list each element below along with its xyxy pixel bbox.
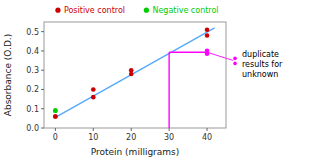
y-tick-label: 0.0 bbox=[26, 124, 39, 133]
y-tick-label: 0.4 bbox=[26, 47, 39, 56]
legend-label: Positive control bbox=[64, 6, 125, 15]
y-tick bbox=[41, 50, 44, 51]
x-tick-label: 40 bbox=[202, 133, 212, 142]
annotation-dot bbox=[233, 62, 237, 66]
annotation-dot bbox=[233, 57, 237, 61]
x-tick bbox=[93, 128, 94, 131]
line bbox=[55, 28, 214, 118]
point bbox=[205, 33, 210, 38]
legend-swatch bbox=[144, 8, 149, 13]
point bbox=[53, 108, 58, 113]
point bbox=[53, 114, 58, 119]
y-tick bbox=[41, 108, 44, 109]
y-tick-label: 0.2 bbox=[26, 85, 39, 94]
point bbox=[53, 114, 58, 119]
plot-frame bbox=[44, 22, 226, 128]
legend-label: Negative control bbox=[152, 6, 218, 15]
plot-marks bbox=[53, 27, 215, 128]
x-tick bbox=[55, 128, 56, 131]
legend-entry: Positive control bbox=[55, 6, 125, 15]
x-tick-label: 20 bbox=[126, 133, 136, 142]
y-tick bbox=[41, 128, 44, 129]
y-tick-label: 0.5 bbox=[26, 28, 39, 37]
y-tick-label: 0.1 bbox=[26, 105, 39, 114]
point bbox=[91, 95, 96, 100]
annotation-connector bbox=[207, 52, 233, 60]
x-axis-label: Protein (milligrams) bbox=[91, 147, 180, 157]
line bbox=[169, 52, 207, 53]
legend-entry: Negative control bbox=[144, 6, 219, 15]
y-axis-label: Absorbance (O.D.) bbox=[3, 34, 13, 116]
y-tick bbox=[41, 70, 44, 71]
x-tick-label: 30 bbox=[164, 133, 174, 142]
x-tick bbox=[207, 128, 208, 131]
x-tick bbox=[131, 128, 132, 131]
line bbox=[168, 52, 169, 128]
point bbox=[129, 68, 134, 73]
y-tick bbox=[41, 31, 44, 32]
point bbox=[53, 108, 58, 113]
point bbox=[205, 27, 210, 32]
legend-swatch bbox=[55, 8, 60, 13]
y-tick-label: 0.3 bbox=[26, 66, 39, 75]
x-tick-label: 0 bbox=[53, 133, 58, 142]
x-tick-label: 10 bbox=[88, 133, 98, 142]
chart: 0 10 20 30 40 0.0 0.1 0.2 0.3 0.4 0.5 Protein (mill… bbox=[0, 0, 311, 162]
point bbox=[91, 87, 96, 92]
y-tick bbox=[41, 89, 44, 90]
annotation: duplicateresults forunknown bbox=[242, 50, 283, 79]
x-tick bbox=[169, 128, 170, 131]
